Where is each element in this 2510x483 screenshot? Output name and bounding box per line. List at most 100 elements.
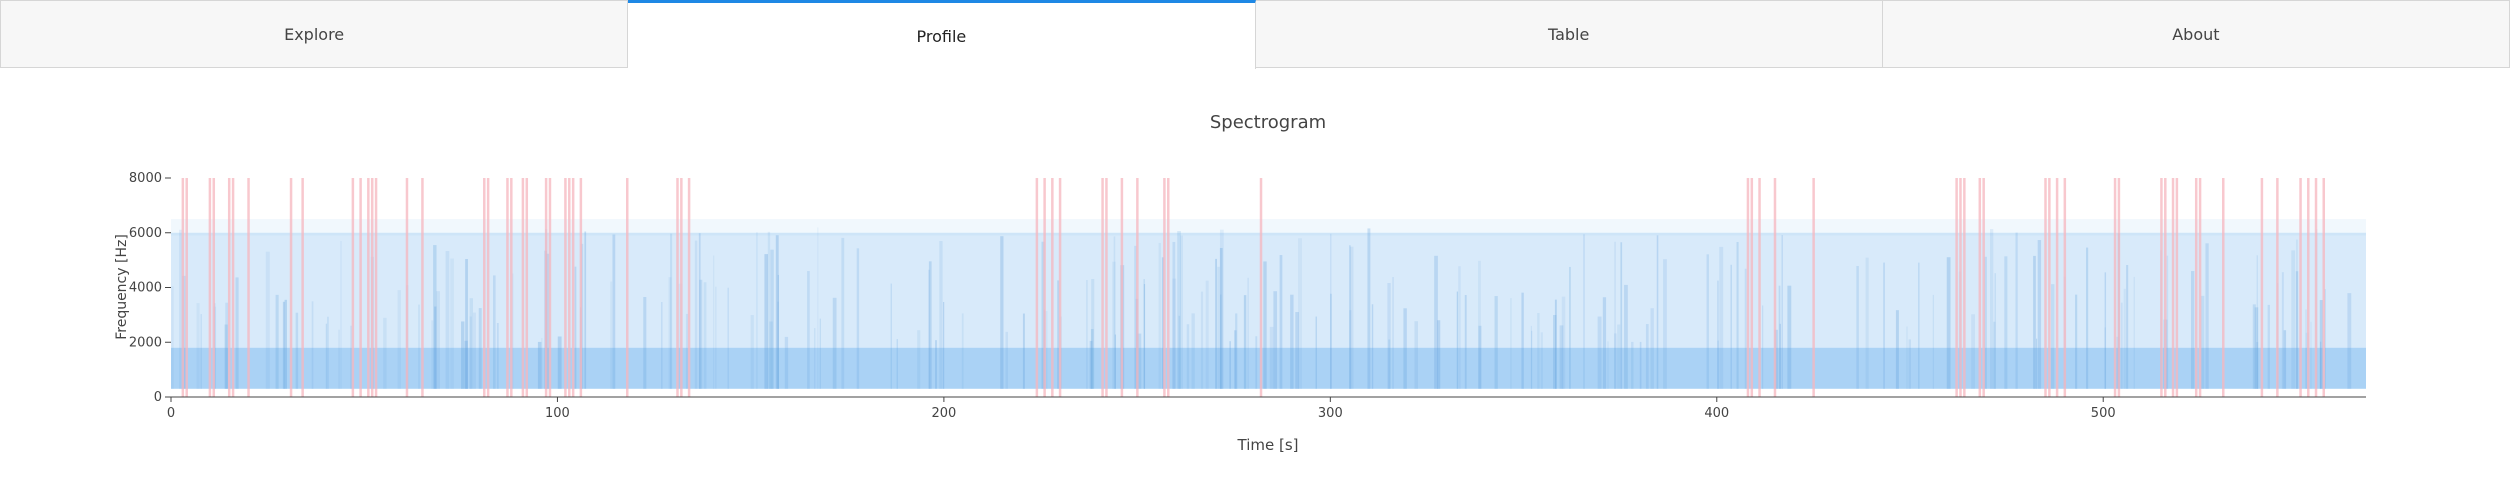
spectrogram-streak [1158, 242, 1161, 389]
spectrogram-streak [1255, 336, 1258, 389]
spectrogram-streak [1602, 297, 1607, 389]
spectrogram-streak [2104, 272, 2107, 389]
highlight-marker [1101, 178, 1104, 397]
spectrogram-streak [715, 286, 717, 389]
spectrogram-streak [2126, 264, 2129, 389]
spectrogram-streak [464, 340, 468, 389]
spectrogram-streak [1215, 258, 1217, 389]
spectrogram-streak [917, 330, 921, 389]
spectrogram-streak [1706, 254, 1709, 389]
highlight-marker [1758, 178, 1761, 397]
spectrogram-streak [265, 251, 270, 389]
spectrogram-streak [2037, 240, 2042, 389]
spectrogram-streak [450, 258, 454, 389]
spectrogram-streak [433, 245, 437, 389]
spectrogram-streak [1458, 266, 1461, 389]
highlight-marker [2171, 178, 2175, 397]
spectrogram-streak [896, 339, 898, 389]
spectrogram-streak [770, 249, 774, 389]
tab-table[interactable]: Table [1255, 0, 1883, 68]
highlight-marker [1120, 178, 1124, 397]
spectrogram-streak [1114, 334, 1117, 389]
highlight-marker [2276, 178, 2279, 397]
spectrogram-streak [496, 323, 499, 389]
spectrogram-streak [1994, 273, 1996, 389]
spectrogram-streak [492, 275, 496, 389]
spectrogram-streak [200, 314, 202, 389]
highlight-marker [568, 178, 571, 397]
spectrogram-streak [1552, 314, 1557, 389]
spectrogram-streak [478, 308, 482, 389]
x-tick-label: 400 [1704, 406, 1729, 421]
spectrogram-fade [171, 221, 2366, 233]
highlight-marker [1136, 178, 1139, 397]
spectrogram-streak [1349, 245, 1351, 389]
spectrogram-streak [469, 298, 473, 389]
spectrogram-streak [179, 229, 183, 389]
spectrogram-streak [1993, 321, 1996, 389]
tab-explore[interactable]: Explore [0, 0, 629, 68]
spectrogram-streak [1918, 262, 1920, 389]
spectrogram-streak [1330, 233, 1332, 389]
spectrogram-streak [1510, 298, 1512, 389]
highlight-marker [1058, 178, 1062, 397]
spectrogram-streak [1617, 324, 1621, 389]
spectrogram-streak [2296, 239, 2298, 389]
spectrogram-streak [2291, 250, 2296, 389]
highlight-marker [1978, 178, 1982, 397]
spectrogram-streak [431, 320, 434, 389]
spectrogram-streak [284, 299, 287, 389]
spectrogram-streak [224, 324, 228, 389]
spectrogram-streak [1220, 294, 1222, 389]
spectrogram-streak [1388, 339, 1391, 389]
spectrogram-streak [1656, 235, 1659, 389]
y-tick-label: 6000 [129, 226, 162, 241]
spectrogram-streak [1531, 330, 1533, 389]
highlight-marker [359, 178, 362, 397]
highlight-marker [2044, 178, 2047, 397]
spectrogram-streak [942, 302, 945, 389]
spectrogram-streak [1719, 246, 1724, 389]
spectrogram-streak [1044, 311, 1048, 389]
spectrogram-streak [1091, 278, 1095, 389]
spectrogram-streak [1730, 264, 1732, 389]
spectrogram-streak [2319, 300, 2323, 389]
spectrogram-streak [436, 291, 440, 389]
tab-about[interactable]: About [1882, 0, 2510, 68]
spectrogram-streak [1494, 296, 1498, 389]
spectrogram-streak [325, 323, 328, 389]
x-tick-label: 200 [931, 406, 956, 421]
highlight-marker [510, 178, 513, 397]
highlight-marker [544, 178, 548, 397]
spectrogram-streak [338, 329, 340, 389]
spectrogram-streak [1559, 325, 1564, 389]
spectrogram-streak [935, 340, 937, 389]
x-tick-label: 300 [1318, 406, 1343, 421]
highlight-marker [289, 178, 293, 397]
spectrogram-streak [2015, 232, 2018, 389]
spectrogram-streak [1279, 255, 1283, 389]
spectrogram-streak [699, 279, 703, 389]
spectrogram-streak [2256, 342, 2259, 389]
highlight-marker [564, 178, 567, 397]
tab-profile[interactable]: Profile [628, 0, 1256, 69]
spectrogram-streak [1540, 332, 1543, 389]
spectrogram-streak [1247, 277, 1249, 389]
spectrogram-streak [643, 297, 647, 389]
spectrogram-streak [1172, 241, 1176, 389]
spectrogram-streak [2123, 288, 2126, 389]
spectrogram-streak [1315, 316, 1317, 389]
spectrogram-streak [1521, 292, 1524, 389]
spectrogram-streak [890, 283, 892, 389]
spectrogram-streak [1186, 324, 1190, 389]
highlight-marker [483, 178, 486, 397]
spectrogram-streak [1906, 326, 1908, 389]
spectrogram-streak [1736, 241, 1739, 389]
spectrogram-streak [1089, 340, 1093, 389]
spectrogram-band-low [171, 347, 2366, 389]
spectrogram-streak [1349, 246, 1354, 389]
highlight-marker [1043, 178, 1046, 397]
spectrogram-streak [2166, 255, 2169, 389]
spectrogram-streak [1478, 325, 1482, 389]
spectrogram-streak [1235, 313, 1238, 389]
